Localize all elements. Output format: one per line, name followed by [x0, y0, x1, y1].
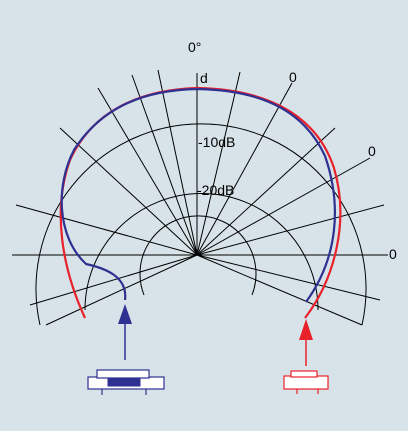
- blue-arrow: [118, 304, 132, 360]
- ring-minus10: [84, 193, 319, 311]
- red-microphone-icon: [283, 370, 329, 394]
- spoke-upper-right-label: 0: [289, 69, 297, 85]
- spoke-right: [196, 157, 371, 256]
- spoke-inner-left-2: [157, 69, 198, 256]
- spoke-far-right-label: 0: [389, 246, 397, 262]
- spoke-left-1: [59, 127, 198, 256]
- spoke-right-label: 0: [368, 143, 376, 159]
- spoke-left-2: [15, 204, 198, 256]
- spoke-inner-right-3: [196, 204, 385, 256]
- spoke-bottom-left-edge: [45, 254, 198, 326]
- outer-ring-label: d: [200, 70, 208, 86]
- spoke-upper-right: [196, 82, 293, 256]
- outer-ring: [35, 123, 367, 326]
- spoke-lower-right: [196, 254, 381, 301]
- blue-microphone-icon: [87, 369, 165, 395]
- ring-minus10-label: -10dB: [198, 134, 235, 150]
- ring-minus20-label: -20dB: [197, 182, 234, 198]
- spoke-inner-right-2: [196, 127, 336, 256]
- top-angle-label: 0°: [188, 39, 201, 55]
- spoke-lower-left: [29, 254, 198, 306]
- spoke-inner-left-1: [131, 74, 198, 256]
- polar-grid: [12, 69, 388, 326]
- red-arrow: [299, 319, 313, 366]
- spoke-bottom-right-edge: [196, 254, 363, 326]
- blue-response-curve: [60, 87, 336, 303]
- spoke-inner-right-1: [196, 71, 241, 256]
- spoke-upper-left: [97, 87, 198, 256]
- ring-minus20: [139, 215, 257, 296]
